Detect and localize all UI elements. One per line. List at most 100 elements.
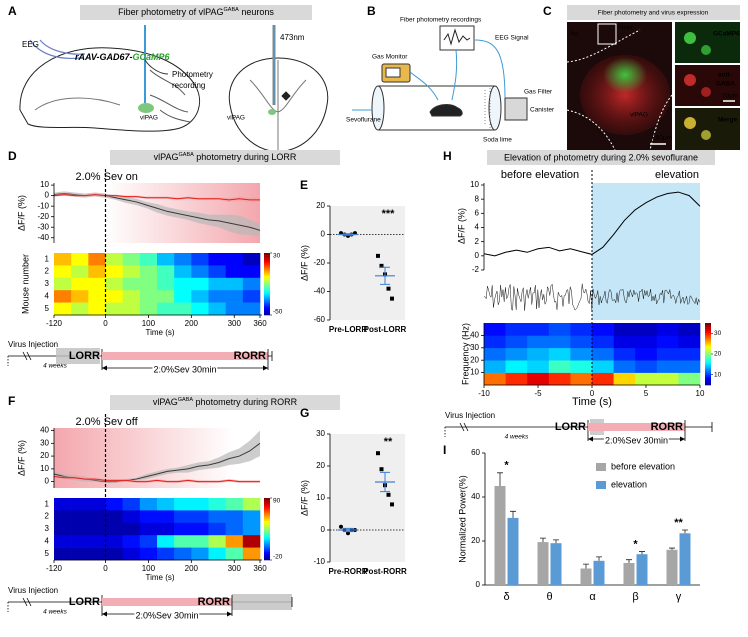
x-tick-label: -10 <box>478 389 490 398</box>
colorbar-step <box>264 547 270 550</box>
colorbar-step <box>264 555 270 559</box>
point <box>346 531 350 536</box>
heatmap-cell <box>174 265 192 279</box>
colorbar-step <box>705 378 711 382</box>
y-tick-label: 30 <box>470 343 479 352</box>
y-tick-label: 0 <box>475 251 480 260</box>
point <box>386 286 391 291</box>
y-tick-label: -60 <box>313 315 325 324</box>
colorbar-step <box>705 382 711 386</box>
bar <box>580 568 592 585</box>
heatmap-cell <box>122 253 141 266</box>
panel-label: E <box>300 178 308 192</box>
colorbar-step <box>264 531 270 534</box>
legend-label: elevation <box>611 479 647 489</box>
heatmap-cell <box>105 265 123 279</box>
colorbar-step <box>705 329 711 332</box>
y-axis-title: ΔF/F (%) <box>16 195 26 231</box>
colorbar-step <box>264 310 270 314</box>
colorbar-step <box>264 510 270 513</box>
spectrogram-cell <box>570 372 593 386</box>
heatmap-cell <box>191 265 209 279</box>
spectrogram-cell <box>484 360 506 373</box>
highlight <box>232 594 292 610</box>
text-part: GABA <box>178 397 194 403</box>
colorbar-step <box>264 543 270 546</box>
heatmap-cell <box>105 547 123 561</box>
colorbar-step <box>705 343 711 347</box>
heatmap-cell <box>208 290 226 303</box>
row-label: 5 <box>45 549 50 558</box>
treatment-bar <box>102 352 268 360</box>
y-tick-label: -2 <box>472 265 480 274</box>
colorbar-step <box>264 298 270 301</box>
heatmap-cell <box>242 265 261 279</box>
heatmap-cell <box>225 290 244 303</box>
row-label: 2 <box>45 512 50 521</box>
colorbar-label: 30 <box>714 330 722 337</box>
x-tick-label: 100 <box>142 319 156 328</box>
colorbar-step <box>264 539 270 542</box>
colorbar-step <box>705 372 711 375</box>
colorbar-step <box>264 545 270 548</box>
error-bar <box>682 529 688 534</box>
heatmap-cell <box>54 547 72 561</box>
significance: * <box>504 460 509 472</box>
point <box>379 467 384 472</box>
spectrogram-cell <box>592 360 614 373</box>
panel-label: I <box>443 443 446 457</box>
spectrogram-cell <box>527 323 550 336</box>
x-tick-label: 5 <box>644 389 649 398</box>
heatmap-cell <box>208 510 226 524</box>
bar <box>550 543 562 585</box>
panel-label: G <box>300 406 309 420</box>
heatmap-cell <box>122 510 141 524</box>
phase-label: before elevation <box>501 169 579 181</box>
panel-label: D <box>8 149 17 163</box>
timeline-label: 4 weeks <box>43 363 68 370</box>
heatmap-cell <box>208 265 226 279</box>
spectrogram-cell <box>656 347 679 361</box>
vlpag-mark <box>268 109 276 115</box>
heatmap-cell <box>54 253 72 266</box>
heatmap-cell <box>174 253 192 266</box>
title-box <box>80 5 312 20</box>
colorbar-step <box>264 259 270 262</box>
spectrogram-cell <box>505 335 528 349</box>
text-part: rAAV-GAD67- <box>75 52 133 62</box>
heatmap-cell <box>191 290 209 303</box>
y-tick-label: 2 <box>475 237 480 246</box>
colorbar-step <box>264 518 270 522</box>
heatmap-cell <box>174 498 192 511</box>
x-tick-label: -120 <box>46 564 63 573</box>
bar <box>494 486 506 585</box>
y-tick-label: 0 <box>321 230 326 239</box>
sem-bar <box>380 471 390 493</box>
colorbar-step <box>264 508 270 511</box>
y-axis-title: ΔF/F (%) <box>456 208 466 244</box>
y-tick-label: -20 <box>313 258 325 267</box>
colorbar-step <box>705 368 711 371</box>
colorbar-step <box>264 541 270 544</box>
heatmap-cell <box>71 547 89 561</box>
spectrogram-cell <box>678 372 701 386</box>
timeline-label: 2.0%Sev 30min <box>153 364 216 374</box>
colorbar-step <box>264 522 270 526</box>
label: Merge <box>718 117 738 124</box>
colorbar-step <box>264 537 270 540</box>
colorbar-step <box>705 335 711 338</box>
heatmap-cell <box>157 522 175 536</box>
label: Aq <box>570 31 578 38</box>
heatmap-cell <box>122 302 141 316</box>
spectrogram-cell <box>635 323 658 336</box>
x-tick-label: γ <box>676 591 682 603</box>
spectrogram-cell <box>613 323 636 336</box>
panel-title: vlPAGGABA photometry during RORR <box>153 397 298 407</box>
heatmap-cell <box>105 253 123 266</box>
colorbar-step <box>264 290 270 293</box>
heatmap-cell <box>71 290 89 303</box>
colorbar-step <box>264 514 270 517</box>
spectrogram-cell <box>548 372 571 386</box>
vlpag-mark <box>138 103 154 113</box>
heatmap-cell <box>191 498 209 511</box>
